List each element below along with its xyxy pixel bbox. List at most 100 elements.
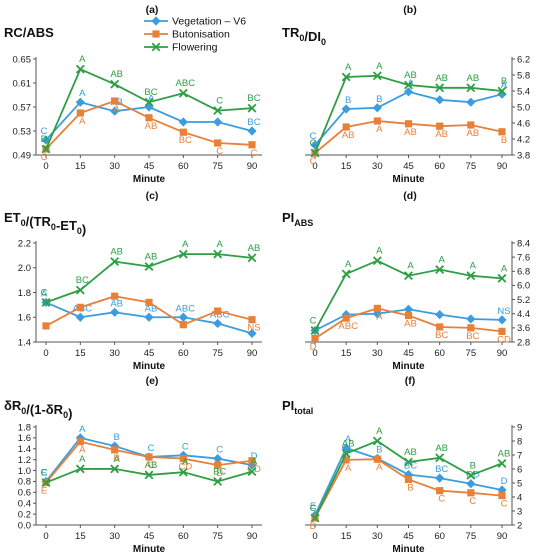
y-tick-label: 1.8 <box>18 422 31 433</box>
x-tick-label: 0 <box>312 531 317 542</box>
x-tick-label: 60 <box>178 348 189 359</box>
significance-letter: AB <box>498 448 511 459</box>
data-point <box>178 88 188 98</box>
data-point <box>404 80 413 90</box>
y-tick-label: 8 <box>517 436 522 447</box>
x-tick-label: 60 <box>178 531 189 542</box>
data-point <box>466 271 476 281</box>
x-tick-label: 45 <box>403 161 414 172</box>
significance-letter: ABC <box>176 303 196 314</box>
x-axis-label: Minute <box>133 174 166 185</box>
data-point <box>467 324 475 332</box>
data-point <box>75 312 85 322</box>
panel-letter: (c) <box>146 190 159 202</box>
significance-letter: C <box>310 316 317 327</box>
y-tick-label: 2.2 <box>18 238 31 249</box>
chart-panel-c: (c) ET0/(TR0-ET0) 1.4 1.6 1.8 2.0 2.2 0 15 30 45 60… <box>4 190 262 372</box>
legend-marker <box>152 30 160 38</box>
data-point <box>75 97 85 107</box>
x-tick-label: 60 <box>178 161 189 172</box>
y-tick-label: 0.6 <box>18 488 31 499</box>
significance-letter: B <box>501 135 507 146</box>
significance-letter: BC <box>76 275 89 286</box>
panel-title: PItotal <box>282 398 313 416</box>
panel-letter: (e) <box>146 375 159 387</box>
x-tick-label: 30 <box>109 161 120 172</box>
data-point <box>404 120 413 128</box>
significance-letter: A <box>345 62 352 73</box>
data-point <box>466 97 476 107</box>
significance-letter: BC <box>466 331 479 342</box>
y-tick-label: 3.6 <box>517 323 530 334</box>
panel-letter: (b) <box>403 4 416 16</box>
significance-letter: A <box>79 116 86 127</box>
x-tick-label: 75 <box>466 161 477 172</box>
significance-letter: D <box>310 521 317 532</box>
data-point <box>435 453 445 463</box>
significance-letter: BC <box>435 464 448 475</box>
legend-marker <box>151 42 161 52</box>
significance-letter: C <box>41 287 48 298</box>
data-point <box>248 457 256 465</box>
data-point <box>342 314 350 322</box>
significance-letter: C <box>469 496 476 507</box>
significance-letter: C <box>310 503 317 514</box>
panel-title: TR0/DI0 <box>282 25 326 47</box>
data-point <box>372 256 382 266</box>
significance-letter: BC <box>247 93 260 104</box>
data-point <box>435 309 445 320</box>
significance-letter: C <box>251 148 258 159</box>
significance-letter: BC <box>213 466 226 477</box>
legend-label: Butonisation <box>172 29 230 41</box>
data-point <box>403 87 414 97</box>
data-point <box>466 479 476 489</box>
y-tick-label: 4.2 <box>517 134 530 145</box>
data-point <box>373 117 381 125</box>
y-tick-label: 0.65 <box>13 54 32 65</box>
y-tick-label: 1.2 <box>18 455 31 466</box>
data-point <box>213 249 223 259</box>
x-tick-label: 60 <box>434 531 445 542</box>
significance-letter: AB <box>466 73 479 84</box>
data-point <box>498 128 506 136</box>
significance-letter: C <box>310 138 317 149</box>
x-tick-label: 15 <box>341 161 352 172</box>
data-point <box>214 307 222 315</box>
data-point <box>110 441 120 451</box>
significance-letter: A <box>376 246 383 257</box>
data-point <box>342 123 350 131</box>
significance-letter: D <box>41 134 48 145</box>
x-axis-label: Minute <box>392 544 425 555</box>
y-tick-label: 6.0 <box>517 281 530 292</box>
significance-letter: C <box>501 499 508 510</box>
significance-letter: A <box>345 259 352 270</box>
data-point <box>498 492 506 500</box>
data-point <box>436 487 444 495</box>
y-tick-label: 0.8 <box>18 477 31 488</box>
data-point <box>213 318 223 329</box>
significance-letter: A <box>438 255 445 266</box>
panel-title: ET0/(TR0-ET0) <box>4 210 86 237</box>
significance-letter: AB <box>145 252 158 263</box>
chart-panel-a: (a) RC/ABS 0.49 0.53 0.57 0.61 0.65 0 15 30 45 60 75… <box>4 4 262 185</box>
data-point <box>372 103 382 113</box>
x-tick-label: 90 <box>497 348 508 359</box>
x-tick-label: 30 <box>109 531 120 542</box>
x-tick-label: 60 <box>434 161 445 172</box>
data-point <box>247 467 257 477</box>
x-tick-label: 75 <box>212 531 223 542</box>
chart-panel-b: (b) TR0/DI0 3.8 4.2 4.6 5.0 5.4 5.8 6.2 0 15 30 45 60… <box>282 4 530 185</box>
chart-panel-e: (e)δR0/(1-δR0)0.00.20.40.60.81.01.21.41.… <box>4 375 262 555</box>
data-point <box>497 273 507 283</box>
data-point <box>466 83 476 93</box>
data-point <box>145 453 153 461</box>
x-tick-label: 75 <box>212 348 223 359</box>
panel-title: RC/ABS <box>4 25 54 40</box>
significance-letter: B <box>501 76 507 87</box>
data-point <box>404 457 413 467</box>
y-tick-label: 1.4 <box>18 337 31 348</box>
significance-letter: A <box>501 80 508 91</box>
significance-letter: AB <box>404 318 417 329</box>
significance-letter: C <box>41 126 48 137</box>
